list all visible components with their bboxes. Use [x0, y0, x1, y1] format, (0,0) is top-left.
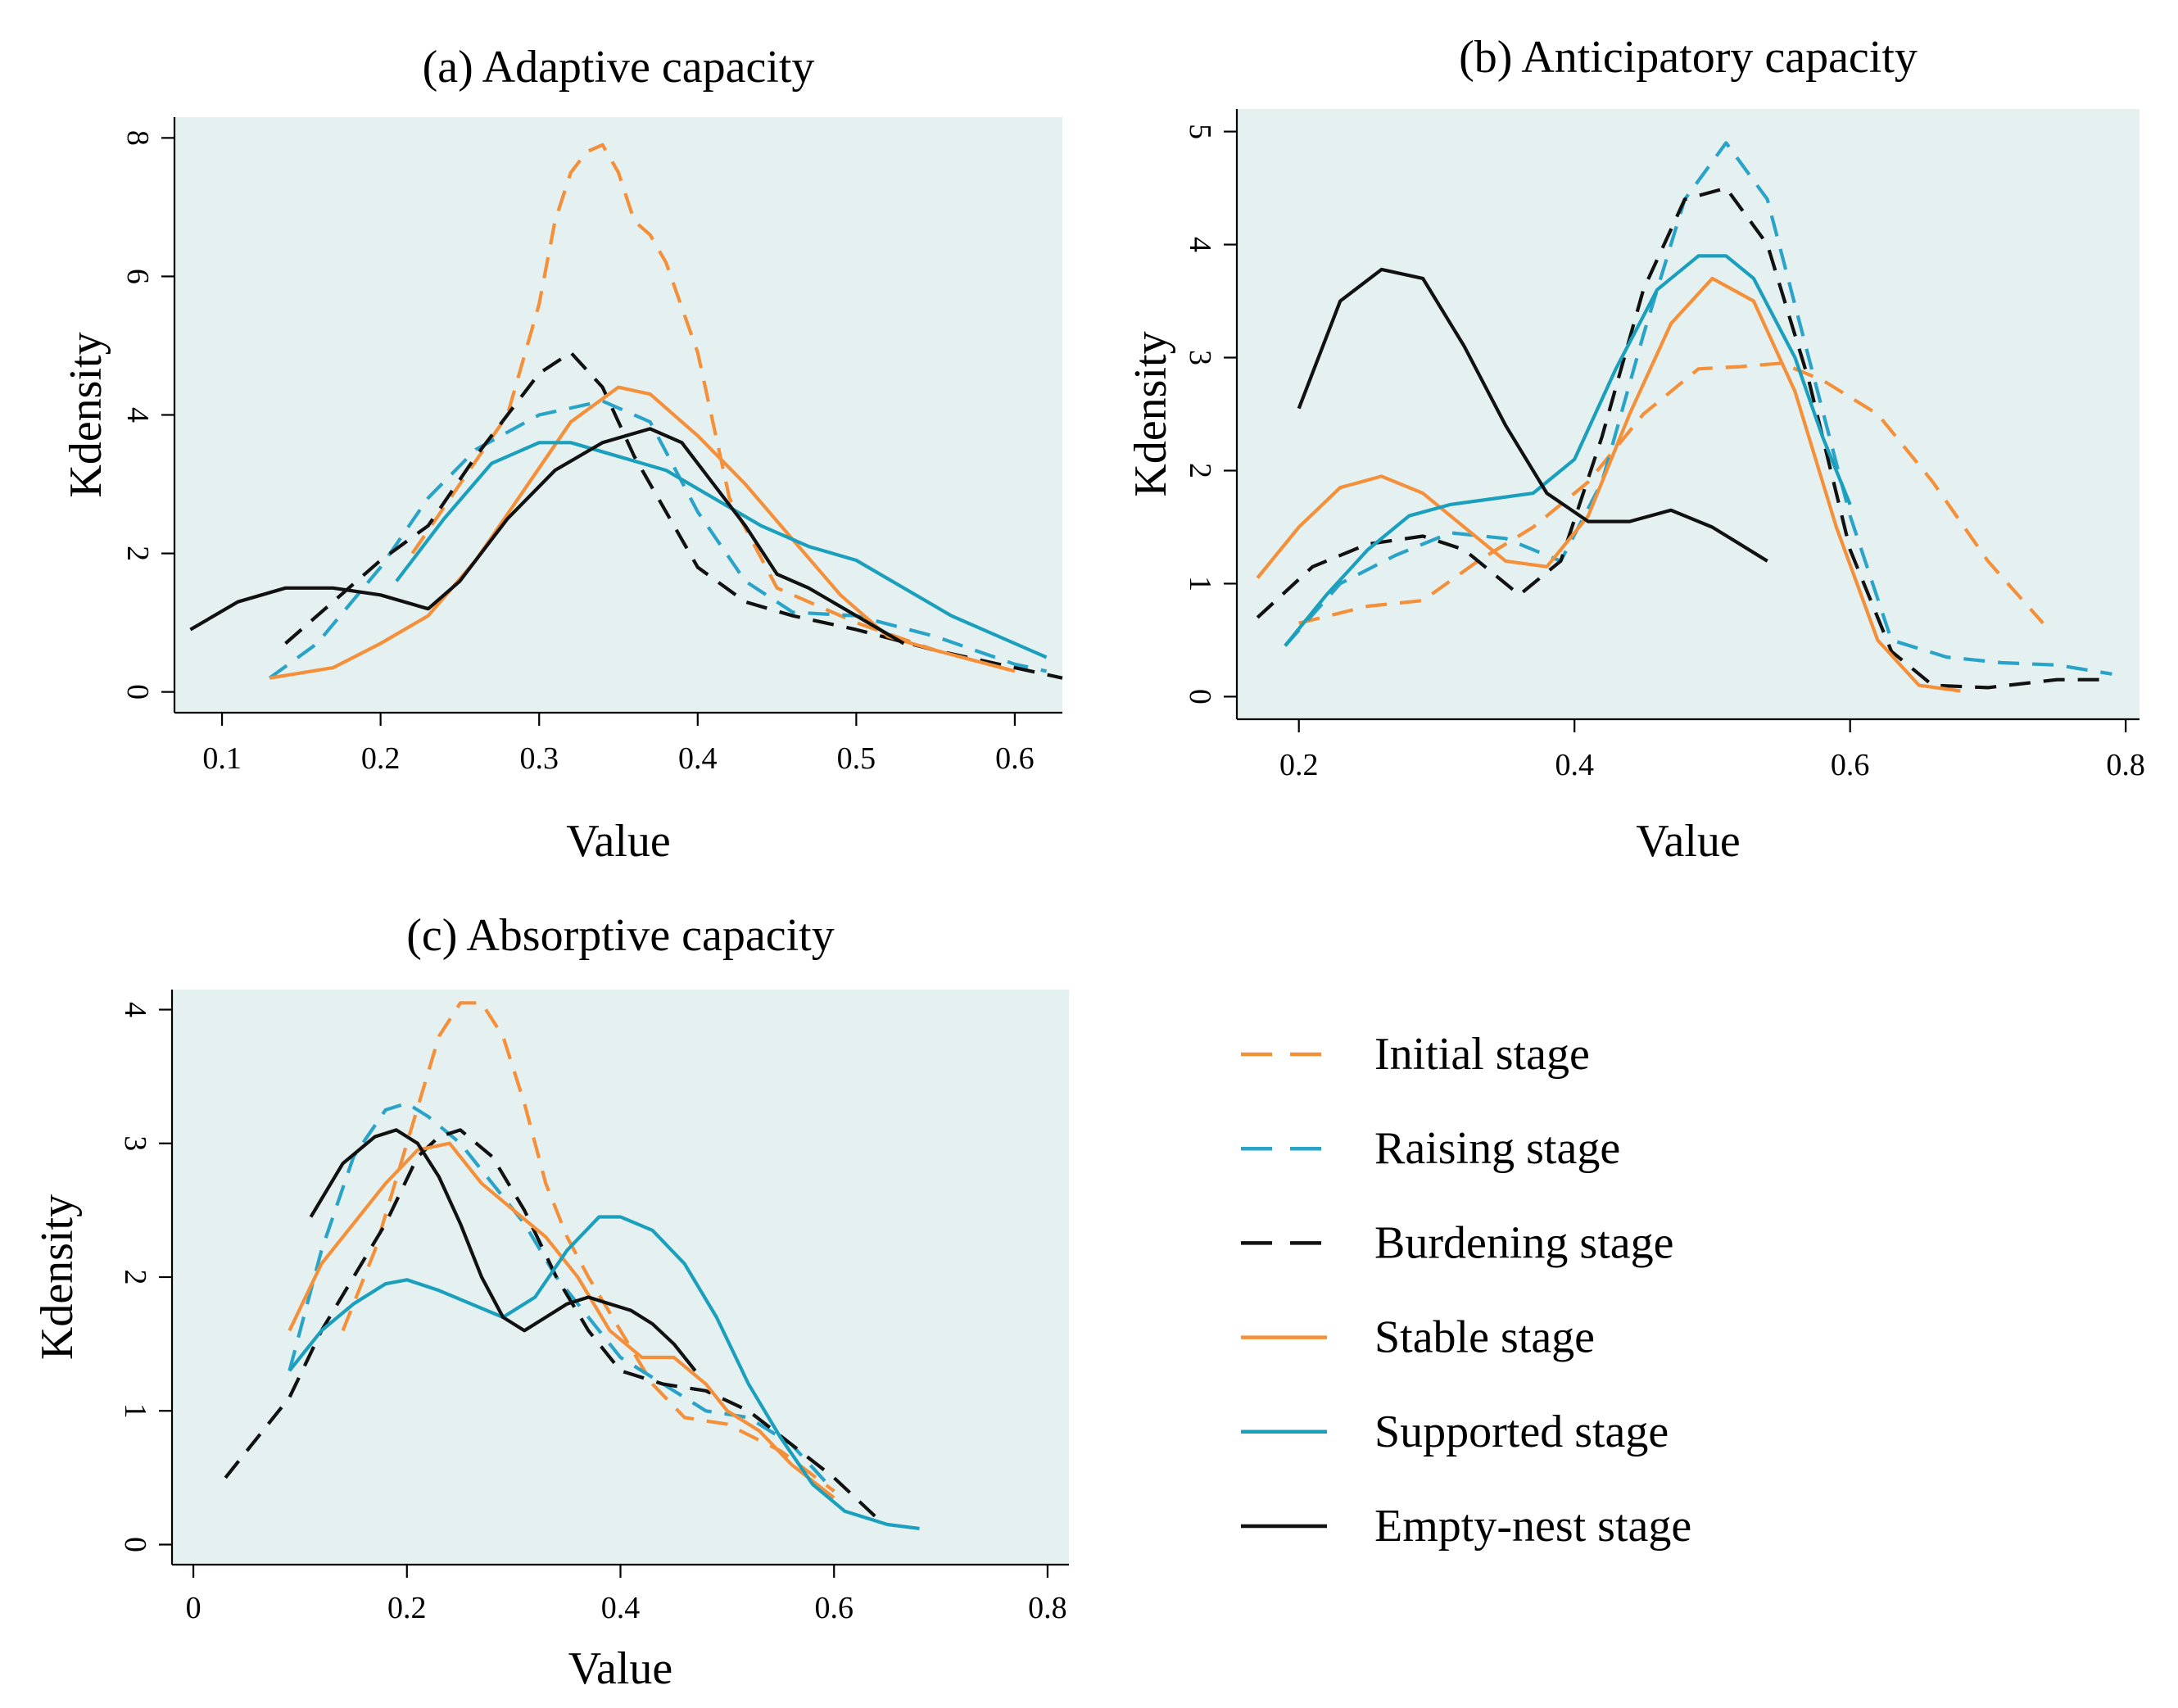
series-line-initial-stage — [341, 1001, 835, 1493]
x-tick-label: 0.6 — [995, 741, 1035, 776]
plot-area — [172, 990, 1069, 1565]
series-line-empty-nest-stage — [1297, 267, 1768, 563]
x-tick-label: 0.3 — [519, 741, 559, 776]
panel-anticipatory-capacity: 0.2 0.4 0.6 0.8 0 1 2 3 4 5 (b) Anticipatory capac… — [1125, 32, 2145, 867]
legend: Initial stage Raising stage Burdening stag… — [1241, 1029, 1691, 1552]
y-tick-label: 4 — [1183, 237, 1217, 252]
chart-title: (b) Anticipatory capacity — [1459, 32, 1918, 83]
series-line-initial-stage — [1298, 361, 2044, 625]
series-line-raising-stage — [288, 1101, 835, 1493]
x-tick-label: 0.1 — [202, 741, 242, 776]
series-line-burdening-stage — [284, 351, 1063, 680]
x-axis-label: Value — [566, 816, 671, 867]
legend-label-supported-stage: Supported stage — [1374, 1407, 1669, 1457]
series-line-supported-stage — [1284, 254, 1852, 647]
y-tick-label: 6 — [120, 269, 155, 284]
series-line-raising-stage — [1284, 141, 2112, 676]
plot-area — [1237, 109, 2140, 719]
y-tick-label: 3 — [1183, 350, 1217, 365]
y-tick-label: 5 — [1183, 124, 1217, 139]
series-line-stable-stage — [269, 385, 1016, 680]
y-tick-label: 8 — [120, 130, 155, 146]
y-tick-label: 2 — [1183, 463, 1217, 478]
x-tick-label: 0.2 — [1279, 748, 1319, 782]
x-tick-label: 0.4 — [678, 741, 718, 776]
x-tick-label: 0.8 — [2106, 748, 2145, 782]
x-tick-label: 0.4 — [1555, 748, 1594, 782]
x-tick-label: 0.6 — [1831, 748, 1870, 782]
series-line-stable-stage — [1256, 276, 1961, 693]
x-tick-label: 0.2 — [361, 741, 401, 776]
x-tick-label: 0.5 — [837, 741, 876, 776]
legend-label-empty-nest-stage: Empty-nest stage — [1374, 1501, 1691, 1552]
series-line-initial-stage — [410, 143, 1016, 673]
x-tick-label: 0.6 — [814, 1591, 854, 1625]
legend-label-initial-stage: Initial stage — [1374, 1029, 1590, 1080]
legend-label-burdening-stage: Burdening stage — [1374, 1217, 1673, 1268]
y-axis-label: Kdensity — [61, 332, 111, 497]
y-axis-label: Kdensity — [1125, 331, 1176, 496]
x-tick-label: 0.2 — [387, 1591, 427, 1625]
y-tick-label: 0 — [120, 684, 155, 700]
series-line-supported-stage — [395, 441, 1048, 659]
chart-title: (c) Absorptive capacity — [406, 910, 834, 961]
series-line-burdening-stage — [1256, 186, 2112, 690]
panel-adaptive-capacity: 0.1 0.2 0.3 0.4 0.5 0.6 0 2 4 6 8 (a) Adaptive capa… — [61, 42, 1063, 867]
y-tick-label: 0 — [118, 1537, 152, 1552]
y-tick-label: 1 — [118, 1403, 152, 1419]
x-tick-label: 0 — [186, 1591, 201, 1625]
y-tick-label: 3 — [118, 1135, 152, 1151]
y-tick-label: 4 — [120, 407, 155, 423]
y-tick-label: 2 — [118, 1270, 152, 1285]
series-line-burdening-stage — [224, 1128, 878, 1520]
y-tick-label: 1 — [1183, 576, 1217, 591]
y-tick-label: 2 — [120, 546, 155, 561]
x-axis-label: Value — [1636, 816, 1741, 867]
legend-label-stable-stage: Stable stage — [1374, 1312, 1595, 1363]
series-line-empty-nest-stage — [309, 1128, 697, 1372]
y-tick-label: 4 — [118, 1002, 152, 1017]
series-line-empty-nest-stage — [189, 427, 905, 646]
plot-area — [174, 117, 1062, 713]
panel-absorptive-capacity: 0 0.2 0.4 0.6 0.8 0 1 2 3 4 (c) Absorptive capacit… — [32, 910, 1069, 1694]
y-axis-label: Kdensity — [32, 1194, 83, 1360]
chart-title: (a) Adaptive capacity — [423, 42, 815, 93]
x-tick-label: 0.4 — [601, 1591, 641, 1625]
x-tick-label: 0.8 — [1028, 1591, 1067, 1625]
series-line-supported-stage — [288, 1215, 920, 1530]
series-line-raising-stage — [268, 399, 1048, 680]
y-tick-label: 0 — [1183, 689, 1217, 704]
x-axis-label: Value — [568, 1643, 673, 1694]
legend-label-raising-stage: Raising stage — [1374, 1123, 1620, 1174]
